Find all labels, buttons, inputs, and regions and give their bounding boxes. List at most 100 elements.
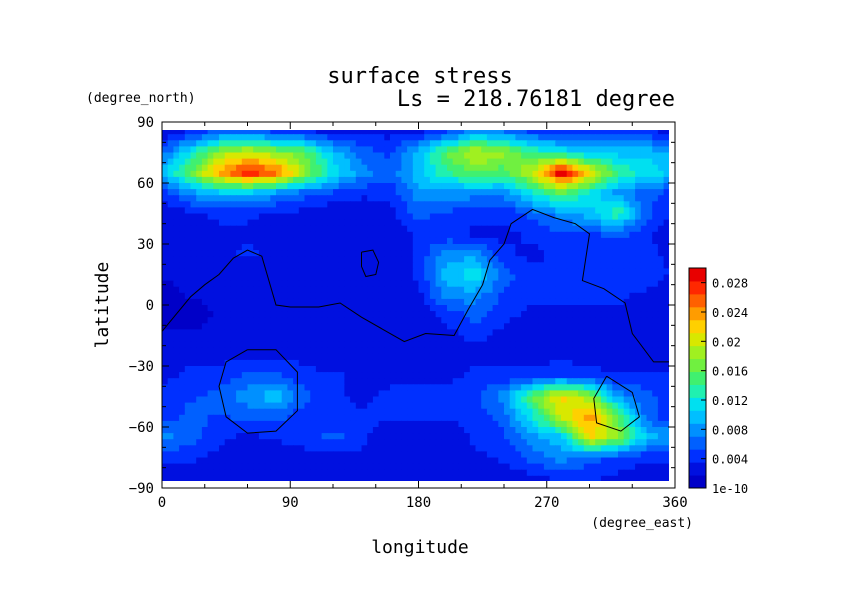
heatmap-cell xyxy=(310,219,317,227)
heatmap-cell xyxy=(372,146,380,154)
heatmap-cell xyxy=(646,146,653,154)
heatmap-cell xyxy=(281,176,288,184)
heatmap-cell xyxy=(618,164,625,172)
heatmap-cell xyxy=(230,329,237,337)
heatmap-cell xyxy=(521,237,528,245)
heatmap-cell xyxy=(458,408,465,416)
heatmap-cell xyxy=(418,183,425,190)
heatmap-cell xyxy=(338,201,345,208)
heatmap-cell xyxy=(270,396,277,404)
heatmap-cell xyxy=(600,274,608,282)
heatmap-cell xyxy=(469,359,477,367)
heatmap-cell xyxy=(333,311,340,318)
heatmap-cell xyxy=(355,286,363,294)
heatmap-cell xyxy=(435,140,442,147)
heatmap-cell xyxy=(253,189,260,196)
heatmap-cell xyxy=(441,195,448,202)
heatmap-cell xyxy=(310,286,317,294)
heatmap-cell xyxy=(458,237,465,245)
heatmap-cell xyxy=(589,231,596,239)
heatmap-cell xyxy=(435,317,442,324)
heatmap-cell xyxy=(532,451,539,459)
heatmap-cell xyxy=(276,366,283,373)
heatmap-cell xyxy=(395,146,402,154)
heatmap-cell xyxy=(327,280,334,288)
heatmap-cell xyxy=(635,225,642,233)
heatmap-cell xyxy=(270,183,277,190)
heatmap-cell xyxy=(663,420,669,428)
heatmap-cell xyxy=(167,298,174,306)
heatmap-cell xyxy=(515,353,522,361)
heatmap-cell xyxy=(561,451,568,459)
heatmap-cell xyxy=(253,390,260,398)
heatmap-cell xyxy=(623,317,630,324)
heatmap-cell xyxy=(504,201,511,208)
heatmap-cell xyxy=(657,244,665,251)
heatmap-cell xyxy=(293,122,299,129)
heatmap-cell xyxy=(247,140,254,147)
heatmap-cell xyxy=(213,390,220,398)
heatmap-cell xyxy=(435,219,442,227)
heatmap-cell xyxy=(612,201,619,208)
heatmap-cell xyxy=(407,176,414,184)
heatmap-cell xyxy=(293,189,300,196)
heatmap-cell xyxy=(623,134,630,141)
heatmap-cell xyxy=(333,457,340,465)
heatmap-cell xyxy=(361,323,368,330)
heatmap-cell xyxy=(412,286,420,294)
heatmap-cell xyxy=(561,439,568,446)
heatmap-cell xyxy=(447,433,454,440)
heatmap-cell xyxy=(612,207,619,215)
heatmap-cell xyxy=(315,262,323,269)
heatmap-cell xyxy=(196,134,203,141)
heatmap-cell xyxy=(407,353,414,361)
heatmap-cell xyxy=(378,189,385,196)
heatmap-cell xyxy=(321,311,328,318)
heatmap-cell xyxy=(190,134,197,141)
heatmap-cell xyxy=(498,207,505,215)
heatmap-cell xyxy=(566,176,573,184)
heatmap-cell xyxy=(447,292,454,300)
heatmap-cell xyxy=(538,189,545,196)
heatmap-cell xyxy=(355,414,363,422)
heatmap-cell xyxy=(304,298,311,306)
heatmap-cell xyxy=(196,130,203,135)
heatmap-cell xyxy=(224,427,231,434)
heatmap-cell xyxy=(321,170,328,178)
heatmap-cell xyxy=(407,433,414,440)
heatmap-cell xyxy=(555,183,562,190)
heatmap-cell xyxy=(395,366,402,373)
heatmap-cell xyxy=(464,414,471,422)
heatmap-cell xyxy=(635,183,642,190)
heatmap-cell xyxy=(447,140,454,147)
heatmap-cell xyxy=(447,335,454,343)
heatmap-cell xyxy=(464,323,471,330)
heatmap-cell xyxy=(230,402,237,410)
heatmap-cell xyxy=(441,158,448,166)
heatmap-cell xyxy=(270,323,277,330)
heatmap-cell xyxy=(652,164,659,172)
heatmap-cell xyxy=(247,439,254,446)
heatmap-cell xyxy=(298,311,306,318)
heatmap-cell xyxy=(184,164,192,172)
heatmap-cell xyxy=(236,390,243,398)
heatmap-cell xyxy=(236,402,243,410)
heatmap-cell xyxy=(629,311,636,318)
heatmap-cell xyxy=(452,311,459,318)
heatmap-cell xyxy=(224,250,231,257)
heatmap-cell xyxy=(293,256,300,263)
heatmap-cell xyxy=(532,231,539,239)
heatmap-cell xyxy=(184,390,192,398)
heatmap-cell xyxy=(344,146,351,154)
heatmap-cell xyxy=(578,439,585,446)
heatmap-cell xyxy=(298,457,306,465)
heatmap-cell xyxy=(595,323,602,330)
heatmap-cell xyxy=(429,414,437,422)
heatmap-cell xyxy=(207,134,214,141)
heatmap-cell xyxy=(566,384,573,391)
heatmap-cell xyxy=(224,451,231,459)
heatmap-cell xyxy=(623,250,630,257)
heatmap-cell xyxy=(258,146,266,154)
heatmap-cell xyxy=(481,420,488,428)
heatmap-cell xyxy=(657,231,665,239)
